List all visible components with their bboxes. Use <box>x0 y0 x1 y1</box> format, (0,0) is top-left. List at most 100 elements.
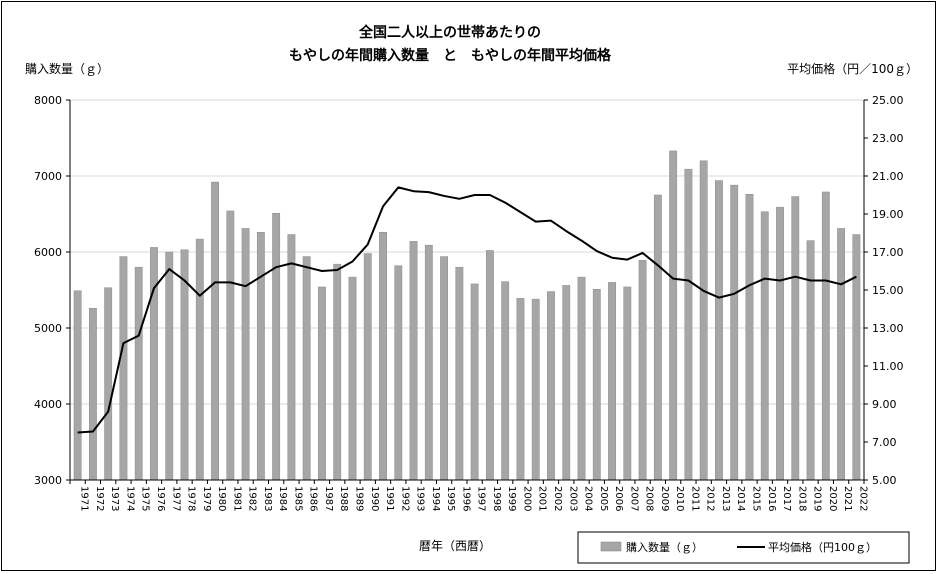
right-axis-title: 平均価格（円／100ｇ） <box>787 61 918 76</box>
bar-2017 <box>776 206 784 481</box>
bar-1973 <box>104 287 113 481</box>
bar-2001 <box>531 298 540 481</box>
right-tick-label: 25.00 <box>872 94 904 107</box>
price-line <box>77 186 857 434</box>
bar-1999 <box>501 281 510 481</box>
x-tick-label: 1980 <box>216 486 227 511</box>
bar-1996 <box>455 266 464 481</box>
bar-1988 <box>333 263 342 481</box>
x-tick-label: 2018 <box>796 486 807 511</box>
x-tick-label: 2012 <box>705 486 716 511</box>
bar-2018 <box>791 196 800 481</box>
x-tick-label: 2020 <box>827 486 838 511</box>
bar-1989 <box>348 276 357 481</box>
bar-1987 <box>318 286 326 481</box>
bar-1990 <box>363 253 372 481</box>
x-tick-label: 2005 <box>598 486 609 511</box>
x-tick-label: 1998 <box>491 486 502 511</box>
x-tick-label: 1976 <box>155 486 166 511</box>
bar-2016 <box>760 211 769 481</box>
x-tick-label: 2016 <box>766 486 777 511</box>
x-tick-label: 1985 <box>292 486 303 511</box>
bar-1983 <box>256 231 265 481</box>
x-tick-label: 1978 <box>186 486 197 511</box>
legend-bar-swatch <box>600 541 622 552</box>
bar-1997 <box>470 283 479 481</box>
bar-2007 <box>623 286 632 481</box>
bar-1977 <box>165 251 174 481</box>
legend-bar-label: 購入数量（ｇ） <box>626 540 703 554</box>
bar-1992 <box>394 265 403 481</box>
bar-series <box>73 150 861 481</box>
left-tick-label: 4000 <box>34 398 62 411</box>
left-tick-label: 7000 <box>34 170 62 183</box>
x-tick-label: 1973 <box>109 486 120 511</box>
x-tick-label: 2013 <box>720 486 731 511</box>
bar-2011 <box>684 168 693 481</box>
x-tick-label: 1991 <box>384 486 395 511</box>
bar-2021 <box>837 228 846 481</box>
legend: 購入数量（ｇ） 平均価格（円100ｇ） <box>577 531 910 564</box>
bar-2008 <box>638 260 647 481</box>
bar-1986 <box>302 256 311 481</box>
x-axis-ticks: 1971 1972 1973 1974 1975 1976 1977 1978 1979 1980… <box>69 480 868 511</box>
x-tick-label: 2001 <box>537 486 548 511</box>
right-tick-label: 23.00 <box>872 132 904 145</box>
x-tick-label: 2002 <box>552 486 563 511</box>
right-tick-label: 5.00 <box>872 474 897 487</box>
right-axis-ticks: 5.00 7.00 9.00 11.00 13.00 15.00 17.00 19.00 21.… <box>864 94 904 487</box>
x-tick-label: 1979 <box>201 486 212 511</box>
right-tick-label: 15.00 <box>872 284 904 297</box>
x-tick-label: 1986 <box>308 486 319 511</box>
x-axis-title: 暦年（西暦） <box>419 539 491 553</box>
x-tick-label: 2009 <box>659 486 670 511</box>
x-tick-label: 1992 <box>399 486 410 511</box>
x-tick-label: 2008 <box>644 486 655 511</box>
x-tick-label: 1972 <box>94 486 105 511</box>
right-tick-label: 11.00 <box>872 360 904 373</box>
right-tick-label: 7.00 <box>872 436 897 449</box>
left-tick-label: 3000 <box>34 474 62 487</box>
left-axis-ticks: 3000 4000 5000 6000 7000 8000 <box>34 94 70 487</box>
x-tick-label: 1974 <box>124 486 135 511</box>
x-tick-label: 2011 <box>689 486 700 511</box>
bar-2013 <box>715 180 723 481</box>
bar-2004 <box>577 276 586 481</box>
bar-1972 <box>88 307 97 481</box>
left-tick-label: 5000 <box>34 322 62 335</box>
right-tick-label: 17.00 <box>872 246 904 259</box>
legend-line-label: 平均価格（円100ｇ） <box>768 540 877 554</box>
bar-2012 <box>699 160 708 481</box>
x-tick-label: 2017 <box>781 486 792 511</box>
x-tick-label: 1999 <box>506 486 517 511</box>
x-tick-label: 1995 <box>445 486 456 511</box>
right-tick-label: 9.00 <box>872 398 897 411</box>
x-tick-label: 1990 <box>369 486 380 511</box>
axes <box>69 100 865 481</box>
bar-1980 <box>211 181 219 481</box>
x-tick-label: 1987 <box>323 486 334 511</box>
x-tick-label: 2000 <box>521 486 532 511</box>
bar-1974 <box>119 256 128 481</box>
x-tick-label: 1983 <box>262 486 273 511</box>
x-tick-label: 1977 <box>170 486 181 511</box>
x-tick-label: 2015 <box>750 486 761 511</box>
gridlines <box>70 99 864 481</box>
x-tick-label: 2022 <box>857 486 868 511</box>
bar-2005 <box>592 288 601 481</box>
x-tick-label: 1984 <box>277 486 288 511</box>
x-tick-label: 1988 <box>338 486 349 511</box>
bar-1981 <box>226 210 235 481</box>
bar-1985 <box>287 234 296 481</box>
bar-2006 <box>608 282 616 481</box>
bar-1995 <box>440 256 449 481</box>
x-tick-label: 2007 <box>628 486 639 511</box>
x-tick-label: 1981 <box>231 486 242 511</box>
bar-2003 <box>562 285 571 481</box>
left-axis-title: 購入数量（ｇ） <box>25 61 109 76</box>
chart-title-line2: もやしの年間購入数量 と もやしの年間平均価格 <box>289 47 612 64</box>
left-tick-label: 8000 <box>34 94 62 107</box>
right-tick-label: 13.00 <box>872 322 904 335</box>
x-tick-label: 1982 <box>247 486 258 511</box>
